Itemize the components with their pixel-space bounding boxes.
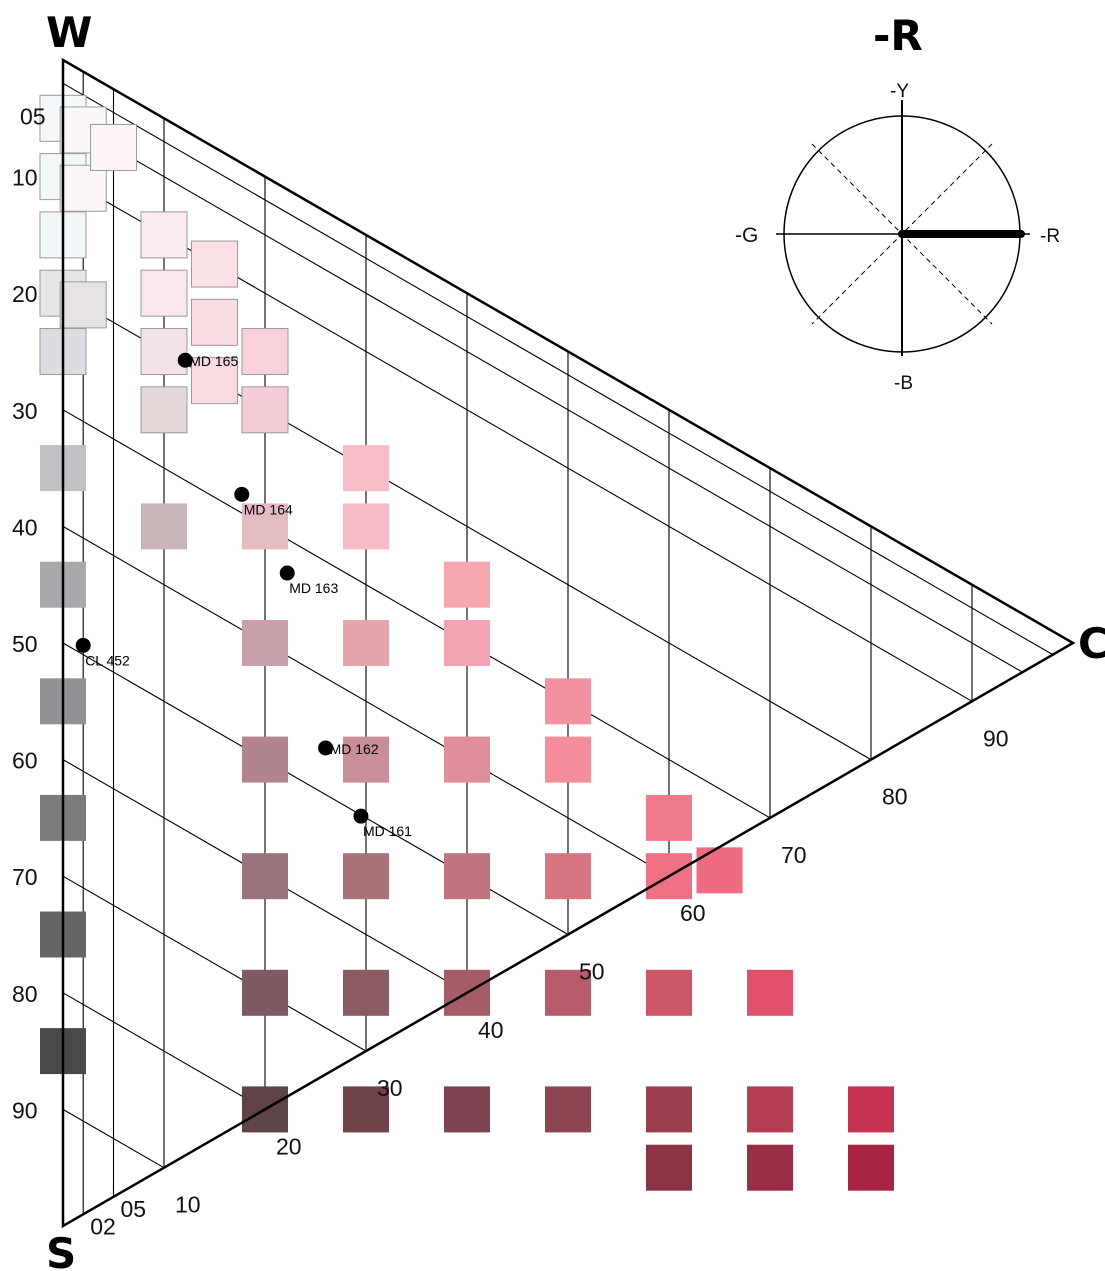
chroma-tick-label: 20 — [276, 1133, 302, 1159]
hue-label-left: -G — [735, 224, 758, 247]
sample-marker-dot — [234, 486, 250, 502]
color-sample — [140, 269, 188, 317]
corner-label-black: S — [46, 1229, 76, 1271]
color-sample — [140, 328, 188, 375]
blackness-grid-line — [62, 409, 771, 819]
blackness-tick-label: 40 — [12, 514, 38, 540]
color-sample — [59, 281, 107, 329]
sample-marker-label: MD 165 — [189, 353, 238, 369]
hue-label-bottom: -B — [894, 373, 913, 394]
blackness-tick-label: 50 — [12, 631, 38, 657]
blackness-grid-line — [62, 875, 367, 1052]
color-sample — [191, 298, 238, 346]
sample-marker-label: CL 452 — [85, 652, 130, 668]
blackness-tick-label: 90 — [12, 1097, 38, 1123]
sample-marker-dot — [353, 808, 369, 824]
sample-marker-dot — [318, 740, 334, 756]
color-sample — [646, 794, 692, 841]
blackness-grid-line — [62, 642, 569, 935]
blackness-grid-line — [62, 992, 266, 1110]
sample-marker-label: MD 161 — [363, 823, 412, 839]
color-sample — [444, 853, 490, 900]
triangle-outline — [61, 57, 1076, 1229]
hue-label-top: -Y — [890, 81, 909, 102]
color-sample — [242, 853, 288, 900]
color-sample — [343, 445, 389, 492]
blackness-grid-line — [62, 117, 1023, 673]
color-sample — [242, 620, 288, 666]
color-sample — [646, 969, 692, 1016]
hue-circle: -R -Y -B -G -R — [735, 11, 1060, 394]
color-sample — [191, 357, 238, 405]
blackness-tick-label: 30 — [12, 398, 38, 424]
hue-title: -R — [873, 11, 923, 60]
blackness-tick-label: 20 — [12, 281, 38, 307]
corner-label-white: W — [46, 8, 92, 57]
color-sample — [140, 211, 188, 259]
color-sample — [646, 1144, 692, 1191]
sample-markers: MD 165 MD 164 MD 163 MD 162 MD 161 CL 452 — [75, 352, 412, 839]
blackness-tick-label: 60 — [12, 748, 38, 774]
sample-marker-label: MD 163 — [289, 580, 338, 596]
color-sample — [646, 1086, 692, 1133]
color-sample — [140, 386, 188, 434]
color-samples — [39, 94, 894, 1191]
color-sample — [545, 678, 591, 725]
color-sample — [343, 503, 389, 550]
color-sample — [444, 620, 490, 666]
chroma-tick-label: 05 — [121, 1196, 147, 1222]
blackness-tick-label: 10 — [12, 165, 38, 191]
color-sample — [343, 620, 389, 666]
chroma-tick-label: 70 — [781, 842, 807, 868]
color-sample — [90, 123, 137, 171]
color-sample — [545, 853, 591, 900]
blackness-tick-label: 05 — [20, 103, 46, 129]
chroma-tick-label: 02 — [90, 1213, 116, 1239]
color-sample — [343, 1086, 389, 1133]
chroma-tick-label: 10 — [175, 1192, 201, 1218]
color-sample — [343, 853, 389, 900]
sample-marker-label: MD 164 — [244, 501, 293, 517]
color-sample — [747, 969, 793, 1016]
sample-marker-dot — [177, 352, 193, 368]
blackness-grid-line — [62, 1108, 165, 1169]
chroma-tick-label: 80 — [882, 784, 908, 810]
color-sample — [242, 969, 288, 1016]
color-sample — [241, 328, 289, 375]
corner-label-chroma: C — [1078, 619, 1105, 668]
blackness-grid-line — [62, 82, 1054, 656]
color-sample — [141, 503, 187, 550]
color-sample — [343, 969, 389, 1016]
color-sample — [242, 503, 288, 550]
color-sample — [444, 561, 490, 608]
color-sample — [241, 386, 289, 434]
color-sample — [444, 736, 490, 783]
color-sample — [59, 164, 107, 212]
sample-marker-dot — [279, 565, 295, 581]
color-sample — [747, 1086, 793, 1133]
color-sample — [696, 847, 743, 894]
chroma-tick-label: 90 — [983, 725, 1009, 751]
blackness-tick-label: 80 — [12, 981, 38, 1007]
hue-label-right: -R — [1040, 226, 1060, 247]
color-sample — [545, 1086, 591, 1133]
color-sample — [545, 736, 591, 783]
blackness-tick-label: 70 — [12, 864, 38, 890]
chroma-tick-label: 60 — [680, 900, 706, 926]
color-sample — [343, 736, 389, 783]
color-sample — [545, 969, 591, 1016]
sample-marker-label: MD 162 — [330, 741, 379, 757]
color-sample — [191, 240, 238, 288]
chroma-tick-label: 50 — [579, 959, 605, 985]
color-sample — [747, 1144, 793, 1191]
color-sample — [848, 1144, 894, 1191]
color-sample — [444, 1086, 490, 1133]
sample-marker-dot — [75, 637, 91, 653]
chroma-tick-label: 40 — [478, 1017, 504, 1043]
chroma-tick-label: 30 — [377, 1075, 403, 1101]
color-sample — [242, 736, 288, 783]
color-sample — [848, 1086, 894, 1133]
